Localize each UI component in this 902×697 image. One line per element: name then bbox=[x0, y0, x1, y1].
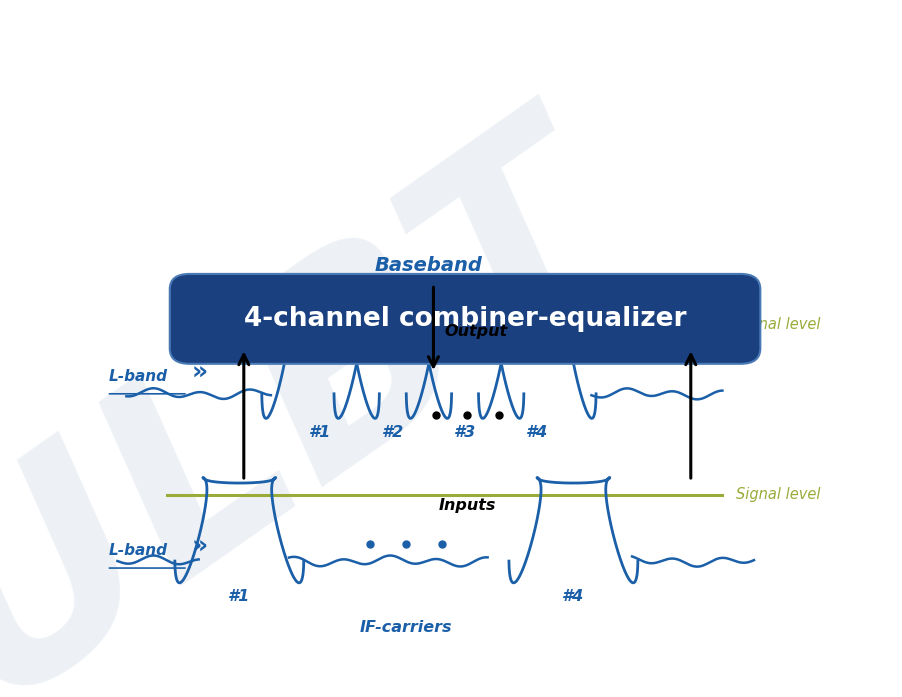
Text: L-band: L-band bbox=[108, 369, 167, 384]
Text: #4: #4 bbox=[562, 589, 584, 604]
Text: #1: #1 bbox=[228, 589, 250, 604]
Text: »: » bbox=[191, 361, 207, 385]
Text: #4: #4 bbox=[526, 425, 548, 441]
Text: Inputs: Inputs bbox=[438, 498, 495, 514]
FancyBboxPatch shape bbox=[170, 274, 759, 364]
Text: #3: #3 bbox=[454, 425, 475, 441]
Text: #1: #1 bbox=[309, 425, 331, 441]
Text: 4-channel combiner-equalizer: 4-channel combiner-equalizer bbox=[244, 306, 686, 332]
Text: Baseband: Baseband bbox=[374, 256, 483, 275]
Text: #2: #2 bbox=[382, 425, 403, 441]
Text: Signal level: Signal level bbox=[735, 316, 820, 332]
Text: ULBT: ULBT bbox=[0, 86, 667, 697]
Text: Signal level: Signal level bbox=[735, 487, 820, 503]
Text: »: » bbox=[191, 535, 207, 559]
Text: IF-carriers: IF-carriers bbox=[360, 620, 452, 636]
Text: L-band: L-band bbox=[108, 543, 167, 558]
Text: Output: Output bbox=[444, 323, 507, 339]
